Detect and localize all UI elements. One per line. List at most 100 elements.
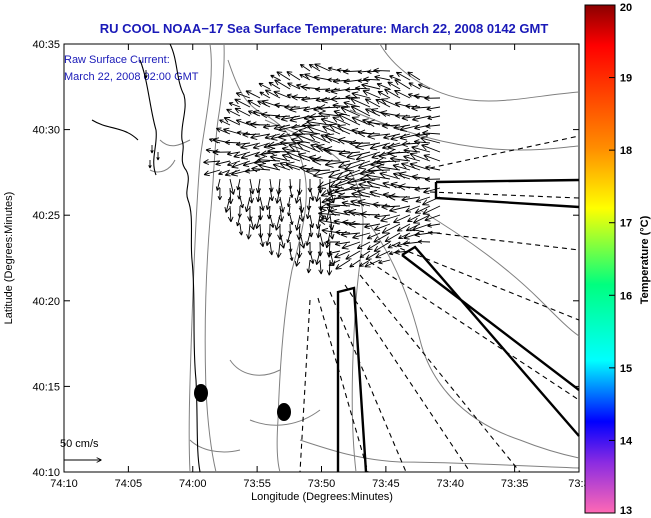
current-vector: [351, 91, 371, 99]
current-vector: [296, 141, 321, 153]
current-vector: [413, 93, 431, 100]
current-vector: [377, 90, 391, 99]
current-vector: [203, 169, 221, 177]
current-vector: [403, 147, 421, 154]
current-vector: [381, 203, 401, 211]
current-vector: [351, 191, 371, 198]
current-vector: [373, 223, 391, 231]
current-vector: [398, 232, 411, 240]
current-vector: [366, 232, 381, 240]
x-tick-label: 73:50: [308, 478, 336, 490]
shipping-lanes: [336, 178, 580, 473]
current-vector: [392, 163, 411, 171]
current-vector: [369, 189, 391, 198]
current-vector: [315, 250, 321, 265]
current-vector: [345, 250, 361, 260]
current-vector: [407, 214, 421, 222]
current-vector: [279, 232, 286, 249]
current-vector: [144, 70, 148, 79]
current-vector: [228, 102, 241, 108]
current-vector: [305, 166, 331, 176]
current-vector: [245, 90, 261, 99]
current-vector: [405, 223, 421, 232]
current-vector: [421, 143, 441, 153]
current-vector: [309, 250, 315, 264]
current-vector: [376, 82, 391, 90]
current-vector: [286, 150, 311, 162]
current-vector: [342, 68, 361, 75]
current-vector: [323, 146, 351, 155]
x-tick-label: 73:3: [568, 478, 589, 490]
current-vector: [362, 118, 381, 126]
current-vector: [288, 143, 311, 153]
y-tick-label: 40:10: [32, 467, 60, 479]
current-vector: [218, 169, 231, 176]
current-vector: [296, 241, 303, 258]
chart-title: RU COOL NOAA−17 Sea Surface Temperature:…: [100, 21, 549, 36]
current-vector: [277, 223, 283, 240]
current-vector: [309, 133, 331, 144]
current-vector: [357, 198, 381, 207]
current-vector: [322, 125, 341, 135]
current-vector: [387, 241, 401, 249]
current-vector: [334, 250, 351, 259]
current-vector: [376, 163, 401, 172]
current-vector: [272, 163, 291, 171]
current-vector: [313, 106, 331, 112]
colorbar-tick-label: 19: [620, 73, 632, 85]
coastline: [91, 43, 201, 473]
current-vector: [314, 63, 331, 72]
current-vector: [247, 205, 253, 222]
current-vector: [340, 230, 361, 238]
current-vector: [289, 250, 294, 262]
current-vector: [315, 187, 321, 202]
colorbar: [584, 4, 616, 514]
y-tick-label: 40:25: [32, 210, 60, 222]
current-vector: [387, 81, 401, 90]
current-vector: [224, 169, 241, 177]
current-vector: [264, 89, 281, 99]
current-vector: [329, 208, 351, 216]
current-vector: [362, 89, 381, 99]
current-vector: [296, 133, 321, 144]
current-vector: [274, 102, 291, 109]
current-vector: [426, 106, 441, 112]
current-vector: [226, 151, 241, 156]
current-vector: [324, 87, 341, 94]
current-vector: [275, 187, 281, 204]
current-vector: [364, 98, 381, 108]
current-vector: [395, 113, 411, 119]
current-vector: [422, 205, 441, 215]
current-vector: [268, 241, 274, 256]
current-vector: [365, 108, 381, 117]
current-vector: [378, 259, 391, 265]
current-vector: [294, 250, 301, 267]
current-vector: [288, 223, 293, 235]
current-vector: [309, 187, 315, 201]
current-vector: [363, 76, 381, 83]
current-vector: [364, 223, 381, 229]
current-vector: [367, 69, 381, 75]
current-vector: [403, 154, 421, 162]
current-vector: [381, 223, 401, 234]
y-tick-label: 40:20: [32, 296, 60, 308]
current-vector: [333, 109, 351, 117]
current-vector: [319, 232, 325, 248]
current-vector: [338, 160, 361, 170]
current-vector: [375, 250, 391, 259]
current-vector: [313, 75, 331, 81]
current-vector: [224, 139, 241, 146]
x-tick-label: 73:55: [243, 478, 271, 490]
current-vector: [296, 178, 303, 195]
current-vector: [310, 143, 331, 153]
current-vectors: [144, 63, 441, 276]
current-vector: [380, 98, 401, 108]
current-vector: [289, 187, 294, 199]
current-vector: [425, 123, 441, 129]
current-vector: [306, 259, 312, 274]
current-vector: [343, 78, 361, 85]
current-vector: [337, 124, 361, 135]
current-vector: [384, 232, 401, 243]
current-vector: [408, 82, 421, 90]
